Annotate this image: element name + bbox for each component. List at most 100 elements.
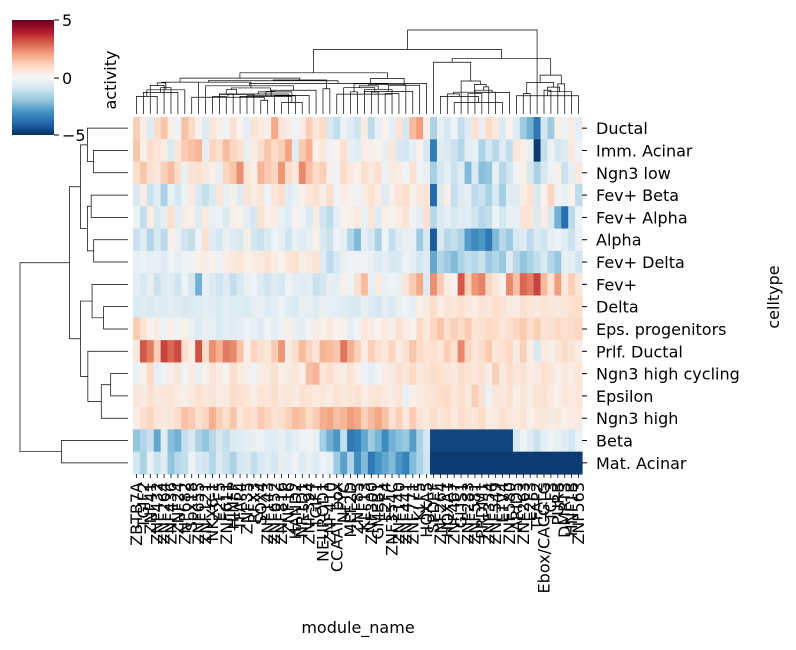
y-axis-label: celltype <box>764 265 783 328</box>
heatmap-cell <box>208 250 217 274</box>
heatmap-cell <box>229 183 238 207</box>
heatmap-cell <box>257 407 265 430</box>
column-label: TFAP4 <box>231 482 250 531</box>
heatmap-cell <box>264 117 272 140</box>
heatmap-cell <box>575 451 583 475</box>
colorbar-tick-bottom: −5 <box>62 126 86 145</box>
heatmap-cell <box>409 407 417 430</box>
heatmap-cell <box>243 451 252 475</box>
heatmap-cell <box>133 295 141 319</box>
heatmap-cell <box>347 340 355 364</box>
heatmap-cell <box>492 429 500 453</box>
heatmap-cell <box>492 317 500 341</box>
heatmap-cell <box>188 206 196 230</box>
heatmap-cell <box>167 161 176 185</box>
heatmap-cell <box>568 429 576 453</box>
heatmap-cell <box>575 161 583 185</box>
heatmap-cell <box>298 139 307 163</box>
heatmap-cell <box>298 451 307 475</box>
heatmap-cell <box>575 295 583 319</box>
heatmap-cell <box>319 206 328 230</box>
column-dendrogram <box>136 29 579 114</box>
row-label: Ngn3 low <box>596 164 671 183</box>
heatmap-cell <box>423 183 431 207</box>
heatmap-cell <box>575 228 583 252</box>
heatmap-cell <box>133 317 141 341</box>
column-label: KLF13 <box>355 482 374 531</box>
heatmap-cell <box>202 317 210 341</box>
heatmap-cell <box>340 451 348 475</box>
heatmap-cell <box>409 451 417 475</box>
heatmap-cell <box>208 228 217 252</box>
row-dendrogram-branch <box>80 144 88 229</box>
heatmap-cell <box>291 340 300 364</box>
heatmap-cell <box>333 273 341 297</box>
heatmap-cell <box>478 340 486 364</box>
heatmap-cell <box>250 250 258 274</box>
heatmap-cell <box>540 206 549 230</box>
heatmap-cell <box>409 161 417 185</box>
heatmap-cell <box>430 362 438 386</box>
heatmap-cell <box>575 273 583 297</box>
colorbar: 5 0 −5 activity <box>12 11 120 145</box>
heatmap-cell <box>478 295 486 319</box>
heatmap-cell <box>478 183 486 207</box>
heatmap-cell <box>374 139 383 163</box>
heatmap-cell <box>284 407 293 430</box>
heatmap-cell <box>374 228 383 252</box>
heatmap-cell <box>561 206 569 230</box>
heatmap-cell <box>271 407 279 430</box>
column-label: ZNF410 <box>320 482 339 545</box>
heatmap-cell <box>512 117 521 140</box>
heatmap-cell <box>188 117 196 140</box>
heatmap-cell <box>264 295 272 319</box>
heatmap-cell <box>575 407 583 430</box>
column-label: ZNF652 <box>265 482 284 545</box>
heatmap-cell <box>519 206 528 230</box>
heatmap-cell <box>471 451 479 475</box>
heatmap-cell <box>533 117 542 140</box>
heatmap-cell <box>492 139 500 163</box>
heatmap-cell <box>471 384 479 408</box>
heatmap-cell <box>340 183 348 207</box>
heatmap-cell <box>291 117 300 140</box>
heatmap-cell <box>195 273 203 297</box>
heatmap-cell <box>284 362 293 386</box>
heatmap-cell <box>443 384 452 408</box>
heatmap-cell <box>312 183 321 207</box>
heatmap-cell <box>450 228 459 252</box>
heatmap-cell <box>360 228 369 252</box>
heatmap-cell <box>271 228 279 252</box>
column-dendrogram-branch <box>474 84 487 93</box>
column-dendrogram-branch <box>249 83 427 114</box>
heatmap-cell <box>464 206 473 230</box>
heatmap-cell <box>554 161 562 185</box>
heatmap-cell <box>347 384 355 408</box>
column-dendrogram-branch <box>522 93 531 114</box>
heatmap-cell <box>208 384 217 408</box>
heatmap-cell <box>133 384 141 408</box>
heatmap-cell <box>416 273 424 297</box>
heatmap-cell <box>305 429 314 453</box>
heatmap-cell <box>340 295 348 319</box>
heatmap-cell <box>195 228 203 252</box>
heatmap-cell <box>519 295 528 319</box>
heatmap-cell <box>367 451 376 475</box>
heatmap-cell <box>312 362 321 386</box>
heatmap-cell <box>139 317 148 341</box>
heatmap-cell <box>174 183 182 207</box>
heatmap-cell <box>367 384 376 408</box>
heatmap-cell <box>215 384 224 408</box>
heatmap-cell <box>381 206 390 230</box>
heatmap-cell <box>354 161 362 185</box>
heatmap-cell <box>167 451 176 475</box>
column-label: ZNF611 <box>217 482 236 545</box>
column-label: NR1D1 <box>293 482 312 538</box>
heatmap-cell <box>519 384 528 408</box>
heatmap-cell <box>319 250 328 274</box>
row-label: Mat. Acinar <box>596 454 687 473</box>
heatmap-cell <box>519 451 528 475</box>
heatmap-cell <box>181 317 189 341</box>
heatmap-cell <box>492 183 500 207</box>
heatmap-cell <box>360 340 369 364</box>
